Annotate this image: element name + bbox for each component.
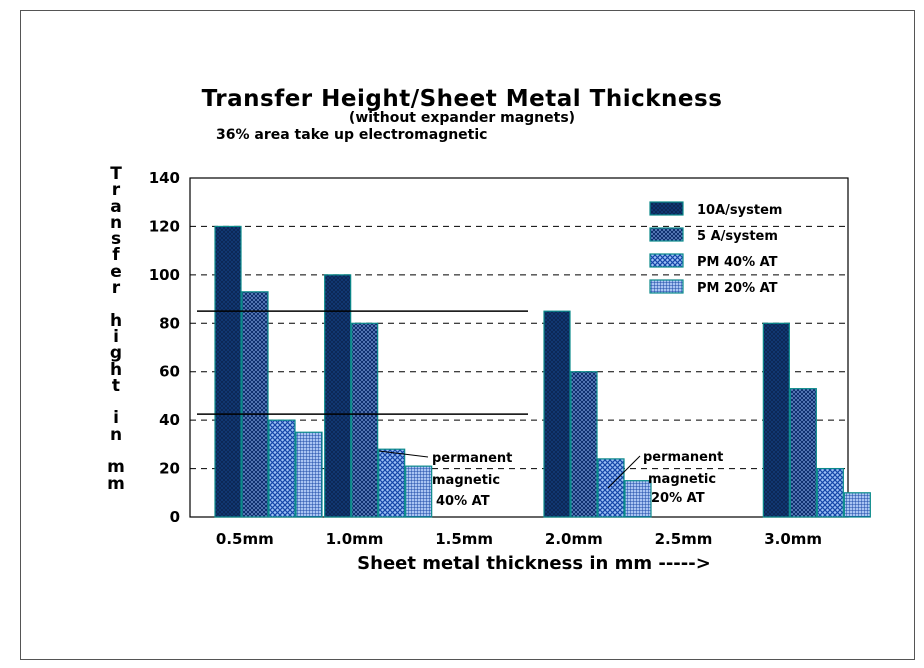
y-tick-label: 140: [149, 169, 180, 187]
plot-border: [189, 177, 849, 518]
y-axis-label-char: i: [113, 326, 119, 347]
legend: 10A/system 5 A/system PM 40% AT PM 20% AT: [649, 201, 782, 296]
legend-swatch: [649, 227, 684, 242]
y-axis-label-char: t: [111, 375, 121, 396]
bar: [789, 388, 817, 518]
x-axis-label: Sheet metal thickness in mm ----->: [357, 553, 711, 574]
y-axis-label-char: i: [113, 408, 119, 429]
y-axis-label-char: s: [110, 229, 122, 250]
x-tick-label: 3.0mm: [764, 530, 822, 548]
legend-label: 10A/system: [697, 203, 782, 218]
legend-swatch: [649, 201, 684, 216]
bar: [816, 467, 844, 518]
bar: [295, 431, 323, 518]
bar: [324, 274, 352, 518]
y-tick-label: 80: [159, 314, 180, 332]
annotation-text: 20% AT: [651, 491, 705, 506]
y-axis-label-char: n: [109, 212, 123, 233]
x-tick-label: 2.5mm: [655, 530, 713, 548]
y-tick-label: 60: [159, 363, 180, 381]
y-axis-label-char: r: [111, 278, 121, 299]
legend-swatch: [649, 279, 684, 294]
bar: [543, 310, 571, 518]
bar: [351, 322, 379, 518]
x-tick-label: 2.0mm: [545, 530, 603, 548]
x-tick-label: 0.5mm: [216, 530, 274, 548]
chart-title: Transfer Height/Sheet Metal Thickness: [201, 86, 723, 112]
y-axis-label-char: h: [109, 310, 123, 331]
bar: [570, 371, 598, 518]
annotation-text: permanent: [643, 450, 723, 465]
bar: [624, 480, 652, 518]
y-axis-label-char: m: [107, 457, 125, 478]
y-axis-label-char: m: [107, 473, 125, 494]
y-axis-label-char: g: [109, 343, 123, 364]
y-tick-label: 0: [170, 508, 180, 526]
bars: [214, 225, 871, 518]
annotation-text: 40% AT: [436, 494, 490, 509]
y-tick-label: 120: [149, 217, 180, 235]
bar: [843, 492, 871, 518]
bar: [268, 419, 296, 518]
chart-subtitle-note: 36% area take up electromagnetic: [216, 127, 488, 143]
y-tick-label: 20: [159, 460, 180, 478]
bar: [762, 322, 790, 518]
bar: [241, 291, 269, 518]
annotation-text: magnetic: [648, 472, 716, 487]
y-axis-label-char: n: [109, 424, 123, 445]
x-tick-label: 1.5mm: [435, 530, 493, 548]
bar: [405, 465, 433, 518]
annotation-text: magnetic: [432, 473, 500, 488]
y-axis-label-char: h: [109, 359, 123, 380]
y-axis-label-char: r: [111, 180, 121, 201]
y-axis-label-char: a: [110, 196, 122, 217]
bar: [378, 448, 406, 518]
annotations: permanent magnetic 40% AT permanent magnetic…: [378, 450, 723, 509]
y-tick-label: 40: [159, 411, 180, 429]
y-axis-label-char: T: [110, 164, 122, 184]
tick-labels: 0 20 40 60 80 100 120 140 0.5mm 1.0mm 1.5mm 2.0mm 2.…: [149, 169, 822, 548]
y-tick-label: 100: [149, 266, 180, 284]
bar: [597, 458, 625, 518]
y-axis-label-char: f: [112, 245, 120, 266]
reference-lines: [197, 310, 528, 415]
legend-label: PM 40% AT: [697, 255, 778, 270]
annotation-pointer: [378, 450, 429, 458]
y-axis-label-char: e: [110, 261, 122, 282]
legend-label: 5 A/system: [697, 229, 778, 244]
legend-swatch: [649, 253, 684, 268]
annotation-text: permanent: [432, 451, 512, 466]
annotation-pointer: [607, 455, 641, 489]
axes: [189, 177, 849, 518]
bar: [214, 225, 242, 518]
legend-label: PM 20% AT: [697, 281, 778, 296]
chart-subtitle: (without expander magnets): [348, 110, 576, 126]
x-tick-label: 1.0mm: [326, 530, 384, 548]
